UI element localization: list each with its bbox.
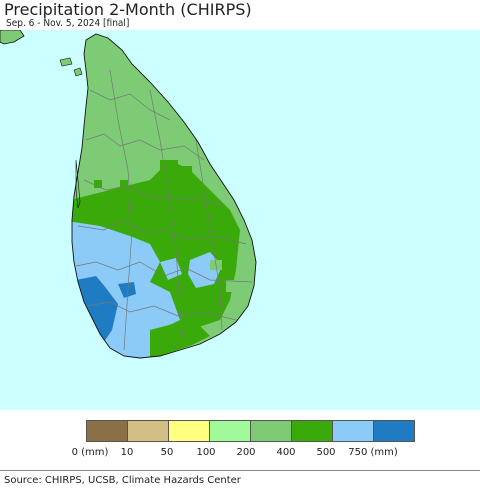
zone-750mm-patch [118, 282, 136, 298]
kalpitiya-lagoon [75, 159, 81, 209]
coastline [71, 33, 257, 359]
legend-label-10: 10 [120, 447, 134, 458]
legend-label-750: 750 (mm) [348, 447, 398, 458]
legend-swatch-50 [168, 421, 209, 441]
legend-swatch-100 [209, 421, 250, 441]
legend-bar [86, 420, 415, 442]
legend-label-500: 500 [316, 447, 336, 458]
legend-label-200: 200 [236, 447, 256, 458]
legend-swatch-400 [291, 421, 332, 441]
zone-500mm-patch [160, 258, 182, 280]
northern-islands [59, 57, 73, 67]
legend-label-400: 400 [276, 447, 296, 458]
map-title: Precipitation 2-Month (CHIRPS) [4, 0, 252, 19]
precipitation-map [0, 30, 480, 410]
legend-swatch-750 [373, 421, 414, 441]
legend-swatch-500 [332, 421, 373, 441]
legend-swatch-200 [250, 421, 291, 441]
footer-divider [0, 470, 480, 471]
map-subtitle: Sep. 6 - Nov. 5, 2024 [final] [6, 18, 130, 29]
legend-label-50: 50 [160, 447, 174, 458]
legend-swatch-0 [87, 421, 127, 441]
legend-label-100: 100 [196, 447, 216, 458]
district-boundaries [75, 69, 253, 351]
source-credit: Source: CHIRPS, UCSB, Climate Hazards Ce… [4, 475, 241, 486]
india-coast [0, 30, 25, 45]
legend-label-0: 0 (mm) [71, 447, 109, 458]
legend-swatch-10 [127, 421, 168, 441]
